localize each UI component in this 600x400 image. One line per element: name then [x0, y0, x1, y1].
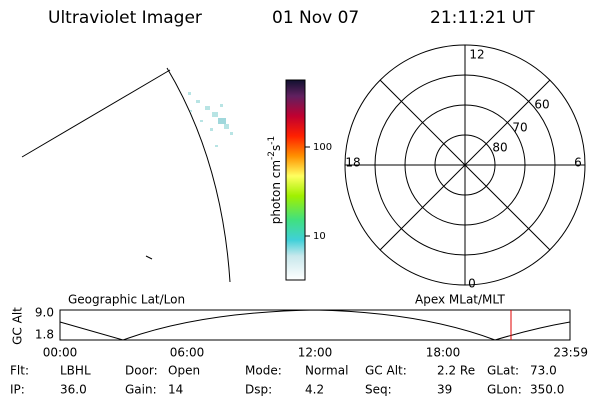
- info-key: Gain:: [125, 383, 157, 397]
- info-key: GLat:: [487, 364, 519, 378]
- info-panel: Flt: LBHL Door: Open Mode: Normal GC Alt: 2.2 R…: [10, 364, 564, 397]
- colorbar-label: photon cm-2s-1: [267, 136, 283, 225]
- lat-label: 70: [512, 121, 527, 135]
- mlt-label: 18: [345, 156, 360, 170]
- info-key: Flt:: [10, 364, 29, 378]
- timeline: Geographic Lat/Lon Apex MLat/MLT GC Alt …: [11, 293, 589, 360]
- header: Ultraviolet Imager 01 Nov 07 21:11:21 UT: [48, 8, 535, 28]
- mlt-label: 6: [574, 156, 582, 170]
- colorbar-scale: [285, 79, 306, 281]
- unit: photon cm: [269, 160, 283, 224]
- lat-label: 60: [534, 98, 549, 112]
- y-label: GC Alt: [11, 307, 25, 345]
- image-panel: [21, 67, 233, 283]
- info-value: 39: [437, 383, 452, 397]
- info-key: Seq:: [365, 383, 392, 397]
- info-key: IP:: [10, 383, 25, 397]
- info-key: GLon:: [487, 383, 522, 397]
- y-tick-label: 9.0: [35, 306, 54, 320]
- y-tick-label: 1.8: [35, 328, 54, 342]
- limb-line: [21, 69, 171, 158]
- info-key: Door:: [125, 364, 158, 378]
- title: Ultraviolet Imager: [48, 8, 202, 28]
- info-value: 14: [168, 383, 183, 397]
- info-value: 36.0: [60, 383, 87, 397]
- time: 21:11:21 UT: [430, 8, 535, 28]
- info-value: 4.2: [305, 383, 324, 397]
- mlt-label: 12: [469, 48, 484, 62]
- polar-plot: 12 18 6 0 60 70 80: [344, 44, 586, 291]
- info-key: Mode:: [245, 364, 282, 378]
- unit-exp: -1: [267, 136, 277, 145]
- timeline-title: Geographic Lat/Lon: [68, 293, 185, 307]
- info-value: 350.0: [530, 383, 564, 397]
- tick-label: 100: [313, 142, 332, 153]
- info-value: LBHL: [60, 364, 91, 378]
- info-value: 73.0: [530, 364, 557, 378]
- info-value: Normal: [305, 364, 348, 378]
- tick-label: 10: [313, 231, 326, 242]
- info-key: GC Alt:: [365, 364, 407, 378]
- x-tick-label: 12:00: [298, 346, 333, 360]
- x-tick-label: 00:00: [43, 346, 78, 360]
- aurora: [188, 92, 233, 147]
- x-tick-label: 18:00: [426, 346, 461, 360]
- info-key: Dsp:: [245, 383, 272, 397]
- mlt-label: 0: [468, 277, 476, 291]
- date: 01 Nov 07: [272, 8, 359, 28]
- unit: s: [269, 145, 283, 151]
- lat-label: 80: [492, 141, 507, 155]
- limb-arc: [166, 67, 231, 283]
- info-value: 2.2 Re: [437, 364, 475, 378]
- x-tick-label: 23:59: [553, 346, 588, 360]
- x-tick-label: 06:00: [170, 346, 205, 360]
- unit-exp: -2: [267, 151, 277, 160]
- info-value: Open: [168, 364, 200, 378]
- altitude-curve: [59, 309, 571, 341]
- mark: [145, 255, 153, 260]
- colorbar: 100 10 photon cm-2s-1: [267, 79, 332, 281]
- timeline-title: Apex MLat/MLT: [415, 293, 505, 307]
